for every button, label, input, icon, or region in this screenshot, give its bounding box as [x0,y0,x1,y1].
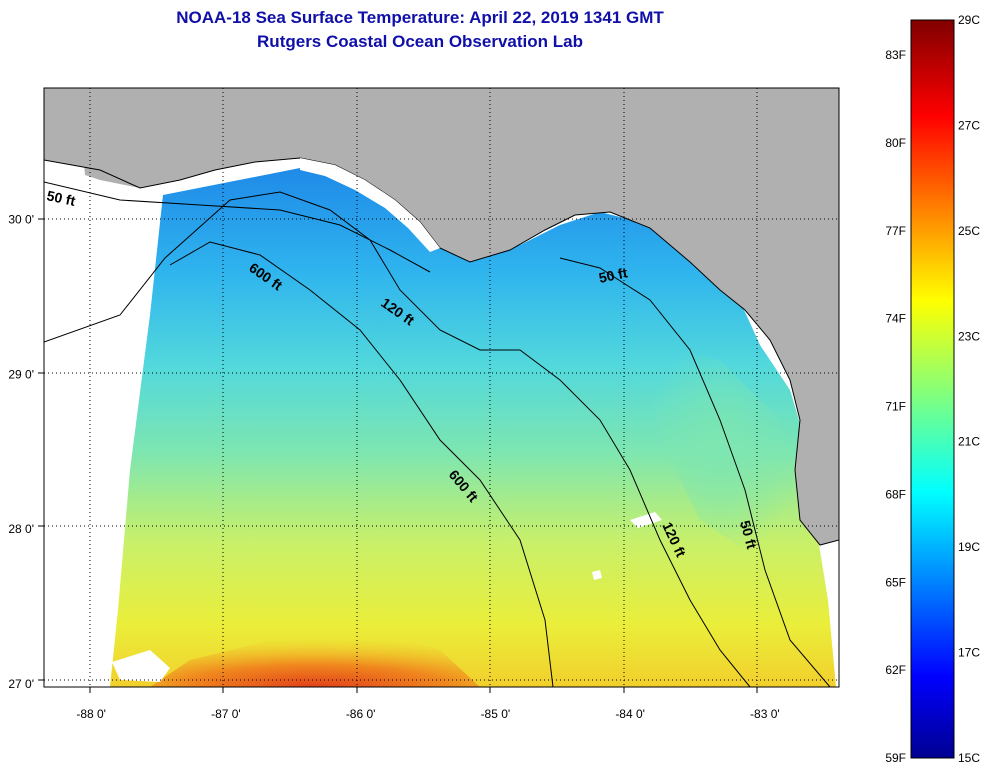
lon-tick-labels: -88 0' -87 0' -86 0' -85 0' -84 0' -83 0' [76,707,779,721]
sst-data-field [110,168,836,687]
lat-tick-marks [38,218,44,681]
graticule-lines [44,88,839,687]
no-data-coastal-strip [300,158,440,252]
colorbar-fahrenheit-labels: 83F 80F 77F 74F 71F 68F 65F 62F 59F [885,48,906,765]
title-line-1: NOAA-18 Sea Surface Temperature: April 2… [176,8,664,27]
colorbar-celsius-labels: 29C 27C 25C 23C 21C 19C 17C 15C [958,13,980,765]
lon-tick-label: -87 0' [211,707,241,721]
contour-label-50ft-west: 50 ft [45,187,77,209]
colorbar-fahrenheit-label: 74F [885,312,906,326]
colorbar-celsius-label: 25C [958,224,980,238]
colorbar-celsius-label: 19C [958,540,980,554]
colorbar-fahrenheit-label: 62F [885,663,906,677]
isobath-contours [44,181,831,687]
colorbar-fahrenheit-label: 68F [885,487,906,501]
lat-tick-label: 29 0' [8,367,34,381]
colorbar-celsius-label: 29C [958,13,980,27]
lon-tick-label: -84 0' [615,707,645,721]
colorbar [910,19,955,759]
isobath-120ft [44,191,751,687]
isobath-600ft [169,241,554,687]
lon-tick-label: -86 0' [346,707,376,721]
colorbar-celsius-label: 15C [958,751,980,765]
lon-tick-label: -88 0' [76,707,106,721]
colorbar-fahrenheit-label: 59F [885,751,906,765]
map-plot-area: 50 ft 600 ft 120 ft 50 ft 600 ft 120 ft … [44,88,839,687]
lon-tick-label: -83 0' [750,707,780,721]
isobath-50ft [44,181,831,687]
contour-label-50ft-south: 50 ft [737,519,760,551]
sst-green-shelf [640,340,800,560]
map-frame [43,87,840,688]
title-line-2: Rutgers Coastal Ocean Observation Lab [257,32,583,51]
contour-label-50ft-east: 50 ft [597,264,629,286]
coastline [44,157,839,546]
colorbar-fahrenheit-label: 77F [885,224,906,238]
lat-tick-label: 27 0' [8,677,34,691]
colorbar-celsius-label: 27C [958,118,980,132]
colorbar-fahrenheit-label: 65F [885,575,906,589]
colorbar-celsius-label: 23C [958,329,980,343]
lon-tick-label: -85 0' [481,707,511,721]
lat-tick-labels: 30 0' 29 0' 28 0' 27 0' [8,213,34,691]
lon-tick-marks [89,687,758,693]
colorbar-celsius-label: 21C [958,435,980,449]
lat-tick-label: 28 0' [8,522,34,536]
colorbar-fahrenheit-label: 71F [885,400,906,414]
colorbar-fahrenheit-label: 83F [885,48,906,62]
lat-tick-label: 30 0' [8,213,34,227]
land-mass [44,88,839,545]
sst-warm-core [150,632,480,687]
colorbar-celsius-label: 17C [958,646,980,660]
colorbar-fahrenheit-label: 80F [885,136,906,150]
